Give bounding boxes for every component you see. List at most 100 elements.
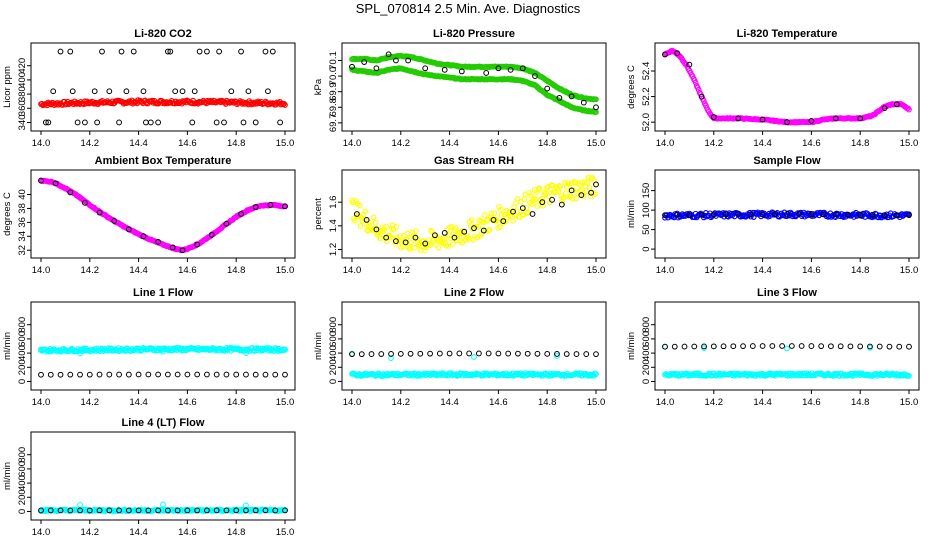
data-point <box>281 100 287 107</box>
data-point <box>155 238 162 245</box>
data-point <box>383 234 390 241</box>
data-point <box>482 227 489 234</box>
chart-8: Line 3 Flow ml/min 14.0 14.2 14.4 14.6 14.8 15.… <box>626 287 920 408</box>
data-point <box>393 223 400 230</box>
data-point <box>277 119 284 126</box>
series-continuous <box>662 47 912 126</box>
data-point <box>498 212 505 219</box>
data-point <box>771 211 778 217</box>
data-point <box>730 343 737 350</box>
data-point <box>592 370 598 377</box>
data-point <box>245 88 252 95</box>
series-black-averages <box>38 507 288 514</box>
plot-frame <box>341 301 607 391</box>
data-point <box>554 351 560 357</box>
chart-title: Li-820 Temperature <box>737 28 838 40</box>
data-point <box>252 204 259 210</box>
data-point <box>588 189 595 196</box>
chart-title: Line 2 Flow <box>444 287 504 299</box>
y-axis-label: Licor ppm <box>2 66 13 108</box>
chart-0: Li-820 CO2 Licor ppm 14.0 14.2 14.4 14.6 14.8 1… <box>2 28 296 149</box>
y-tick-label: 34 <box>17 231 28 242</box>
x-tick-label: 14.2 <box>81 265 100 276</box>
data-point <box>881 105 888 111</box>
x-tick-label: 14.4 <box>753 397 772 408</box>
data-point <box>593 96 599 103</box>
y-tick-label: 600 <box>17 331 28 347</box>
data-point <box>485 350 492 357</box>
data-point <box>593 351 599 358</box>
y-tick-label: 200 <box>17 489 28 505</box>
data-point <box>191 88 198 95</box>
data-point <box>238 211 244 217</box>
plot-frame <box>654 169 920 259</box>
data-point <box>42 119 49 126</box>
chart-title: Gas Stream RH <box>434 155 514 167</box>
data-point <box>583 351 590 357</box>
series-continuous <box>38 177 288 254</box>
y-tick-label: 1.2 <box>328 243 339 256</box>
data-point <box>397 233 403 239</box>
data-point <box>164 507 171 514</box>
data-point <box>204 371 210 378</box>
data-point <box>420 237 427 244</box>
data-point <box>505 350 512 357</box>
chart-2: Li-820 Temperature degrees C 14.0 14.2 14.4 1… <box>626 28 920 149</box>
data-point <box>671 343 678 350</box>
data-point <box>96 371 103 378</box>
chart-4: Gas Stream RH percent 14.0 14.2 14.4 14.6 14.8… <box>313 155 607 276</box>
chart-title: Line 4 (LT) Flow <box>122 417 205 429</box>
x-tick-label: 14.4 <box>129 397 148 408</box>
data-point <box>282 507 288 514</box>
y-tick-label: 0 <box>641 379 652 384</box>
data-point <box>130 48 137 55</box>
data-point <box>388 351 394 357</box>
series-black-averages <box>38 371 288 378</box>
y-tick-label: 800 <box>17 317 28 333</box>
data-point <box>471 233 478 240</box>
data-point <box>510 208 516 215</box>
data-point <box>510 218 516 224</box>
data-point <box>837 343 844 350</box>
data-point <box>361 59 368 65</box>
data-point <box>536 185 543 191</box>
plot-frame <box>654 42 920 132</box>
chart-6: Line 1 Flow ml/min 14.0 14.2 14.4 14.6 14.8 15.… <box>2 287 296 408</box>
y-tick-label: 52.0 <box>641 113 652 132</box>
data-point <box>147 119 154 126</box>
data-point <box>393 57 399 64</box>
x-tick-label: 14.8 <box>227 138 246 149</box>
x-tick-label: 15.0 <box>276 527 295 538</box>
plot-frame <box>341 42 607 132</box>
data-point <box>106 371 113 378</box>
data-point <box>189 119 196 126</box>
data-point <box>38 507 44 514</box>
data-point <box>579 179 585 186</box>
data-point <box>116 119 122 126</box>
x-tick-label: 14.8 <box>227 397 246 408</box>
data-point <box>832 211 839 218</box>
series-averages <box>38 177 288 254</box>
x-tick-label: 14.2 <box>81 397 100 408</box>
data-point <box>671 370 678 377</box>
x-tick-label: 14.6 <box>178 397 197 408</box>
data-point <box>155 119 162 126</box>
data-point <box>720 343 727 350</box>
data-point <box>905 105 911 112</box>
data-point <box>429 228 435 235</box>
data-point <box>568 187 575 194</box>
x-tick-label: 14.6 <box>802 138 821 149</box>
data-point <box>393 238 399 245</box>
data-point <box>481 212 488 218</box>
data-point <box>86 507 93 514</box>
data-point <box>461 228 468 235</box>
data-point <box>91 88 98 95</box>
data-point <box>698 211 705 218</box>
page-title: SPL_070814 2.5 Min. Ave. Diagnostics <box>355 1 581 16</box>
data-point <box>397 350 404 357</box>
x-tick-label: 14.8 <box>538 138 557 149</box>
data-point <box>145 507 152 514</box>
y-tick-label: 800 <box>641 317 652 333</box>
data-point <box>573 351 580 357</box>
y-tick-label: 0 <box>17 379 28 384</box>
